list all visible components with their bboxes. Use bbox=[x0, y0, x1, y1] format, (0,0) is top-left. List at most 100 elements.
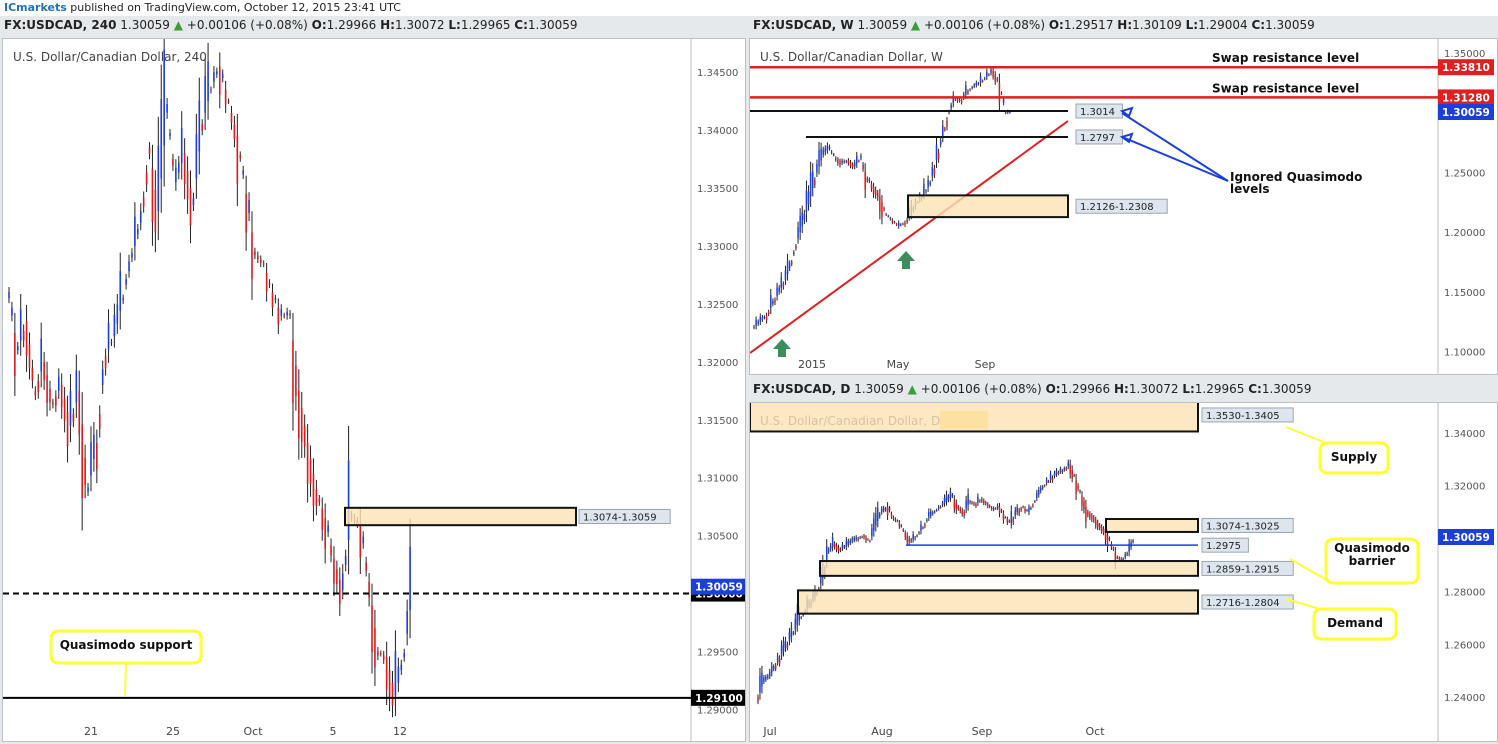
candle-body bbox=[761, 317, 764, 320]
candle-body bbox=[793, 252, 795, 255]
candle-body bbox=[887, 216, 889, 218]
candle-body bbox=[295, 365, 297, 396]
candle-body bbox=[268, 282, 271, 285]
candle-body bbox=[981, 498, 983, 501]
candle-body bbox=[926, 519, 928, 521]
candle-body bbox=[975, 504, 977, 506]
candle-body bbox=[1067, 462, 1069, 467]
candle-body bbox=[1089, 513, 1091, 518]
brand-link[interactable]: ICmarkets bbox=[4, 1, 67, 14]
daily-chart-svg[interactable]: U.S. Dollar/Canadian Dollar, D1.340001.3… bbox=[750, 403, 1497, 741]
candle-body bbox=[874, 189, 877, 196]
candle-body bbox=[870, 183, 873, 189]
y-tick-label: 1.33000 bbox=[697, 242, 738, 253]
weekly-chart-panel[interactable]: U.S. Dollar/Canadian Dollar, W 1.35000 1.3… bbox=[749, 38, 1498, 375]
candle-body bbox=[388, 670, 391, 698]
h4-header: FX:USDCAD, 240 1.30059 ▲ +0.00106 (+0.08… bbox=[4, 17, 578, 33]
candle-body bbox=[216, 71, 218, 75]
x-tick-label: 12 bbox=[393, 725, 407, 738]
candle-body bbox=[377, 651, 379, 656]
up-triangle-icon: ▲ bbox=[173, 18, 183, 32]
y-tick-label: 1.29500 bbox=[697, 647, 738, 658]
candle-body bbox=[186, 170, 189, 200]
candle-body bbox=[792, 632, 795, 634]
candle-body bbox=[11, 307, 13, 316]
h4-chart-panel[interactable]: U.S. Dollar/Canadian Dollar, 240 1.34500 1… bbox=[2, 38, 746, 742]
candle-body bbox=[878, 514, 881, 517]
candle-body bbox=[1059, 468, 1062, 472]
candle-body bbox=[942, 125, 944, 137]
candle-body bbox=[210, 89, 212, 91]
candle-body bbox=[1051, 477, 1054, 481]
x-tick-label: May bbox=[887, 358, 910, 371]
candle-body bbox=[137, 228, 139, 235]
candle-body bbox=[1006, 519, 1009, 523]
candle-body bbox=[786, 260, 789, 274]
candle-body bbox=[1069, 464, 1071, 474]
candle-body bbox=[1122, 558, 1124, 560]
weekly-chart-svg[interactable]: U.S. Dollar/Canadian Dollar, W 1.35000 1.3… bbox=[750, 39, 1497, 374]
candle-body bbox=[1004, 517, 1007, 519]
candle-body bbox=[941, 503, 944, 506]
candle-body bbox=[875, 513, 877, 526]
candle-body bbox=[900, 525, 903, 527]
candle-body bbox=[87, 487, 89, 492]
x-tick-label: 5 bbox=[330, 725, 337, 738]
candle-body bbox=[959, 508, 961, 512]
trendline bbox=[750, 120, 1069, 354]
candle-body bbox=[847, 541, 850, 545]
candle-body bbox=[983, 78, 986, 80]
x-tick-label: Aug bbox=[871, 725, 892, 738]
price-tag-bg bbox=[1438, 89, 1494, 106]
candle-body bbox=[839, 161, 841, 165]
low-value: 1.29004 bbox=[1198, 18, 1248, 32]
zone-box bbox=[907, 194, 1069, 219]
candle-body bbox=[347, 460, 350, 540]
candle-body bbox=[952, 95, 955, 104]
candle-body bbox=[801, 212, 803, 227]
candle-body bbox=[31, 367, 34, 381]
green-arrow-icon bbox=[897, 251, 915, 269]
candle-body bbox=[829, 545, 832, 550]
open-value: 1.29517 bbox=[1063, 18, 1114, 32]
candle-body bbox=[782, 283, 785, 288]
candle-body bbox=[837, 159, 839, 164]
low-value: 1.29965 bbox=[1194, 382, 1245, 396]
candle-body bbox=[1028, 507, 1030, 513]
candle-body bbox=[851, 538, 853, 542]
candle-body bbox=[784, 270, 787, 280]
candle-body bbox=[251, 232, 253, 279]
candle-body bbox=[925, 190, 927, 193]
zone-label-bg bbox=[578, 509, 671, 525]
candle-body bbox=[894, 519, 897, 521]
h4-chart-svg[interactable]: U.S. Dollar/Canadian Dollar, 240 1.34500 1… bbox=[3, 39, 745, 741]
candle-body bbox=[1020, 508, 1022, 511]
callout-pointer bbox=[1289, 558, 1333, 584]
candle-body bbox=[979, 76, 982, 83]
candle-body bbox=[359, 524, 362, 558]
candle-body bbox=[770, 665, 773, 673]
candle-body bbox=[902, 223, 904, 225]
candle-body bbox=[327, 525, 329, 532]
candle-body bbox=[797, 227, 799, 239]
candle-body bbox=[25, 321, 28, 356]
y-tick-label: 1.15000 bbox=[1444, 288, 1485, 299]
candle-body bbox=[782, 641, 785, 652]
daily-chart-panel[interactable]: U.S. Dollar/Canadian Dollar, D1.340001.3… bbox=[749, 402, 1498, 742]
price-label: 1.30059 bbox=[854, 382, 904, 396]
candle-body bbox=[1034, 501, 1036, 503]
candle-body bbox=[763, 316, 766, 318]
candle-body bbox=[134, 216, 136, 246]
candle-body bbox=[945, 494, 948, 502]
c-key: C: bbox=[1251, 18, 1266, 32]
candle-body bbox=[898, 522, 901, 527]
candle-body bbox=[379, 653, 382, 655]
price-tag-bg bbox=[1438, 59, 1494, 76]
candle-body bbox=[845, 540, 848, 547]
candle-body bbox=[1000, 92, 1003, 94]
candle-body bbox=[1104, 530, 1107, 540]
candle-body bbox=[1073, 475, 1075, 477]
candle-body bbox=[832, 154, 835, 156]
candle-body bbox=[259, 259, 262, 263]
candle-body bbox=[142, 197, 145, 207]
